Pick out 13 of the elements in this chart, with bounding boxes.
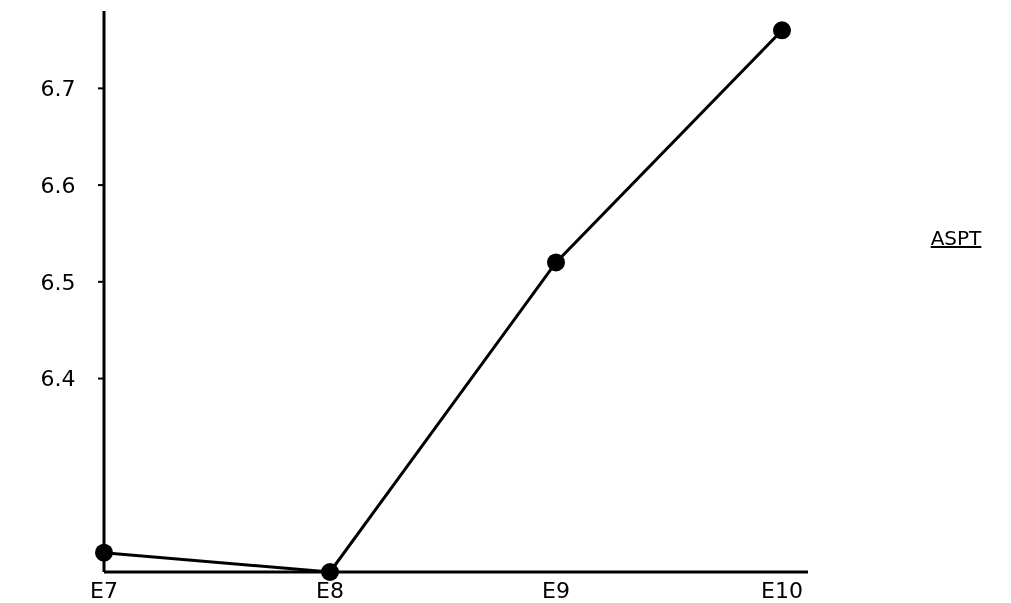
y-tick-label: 6.7	[40, 76, 76, 102]
x-tick-label: E9	[542, 578, 570, 603]
y-tick-label: 6.5	[40, 269, 76, 295]
y-tick-label: 6.6	[40, 172, 76, 198]
point	[321, 563, 339, 581]
point	[773, 21, 791, 40]
x-tick-label: E7	[90, 578, 118, 603]
y-tick-label: 6.4	[40, 366, 76, 392]
point	[95, 543, 113, 562]
text: ASPT	[930, 226, 983, 250]
point	[547, 253, 565, 272]
x-tick-label: E8	[316, 578, 344, 603]
x-tick-label: E10	[761, 578, 803, 603]
